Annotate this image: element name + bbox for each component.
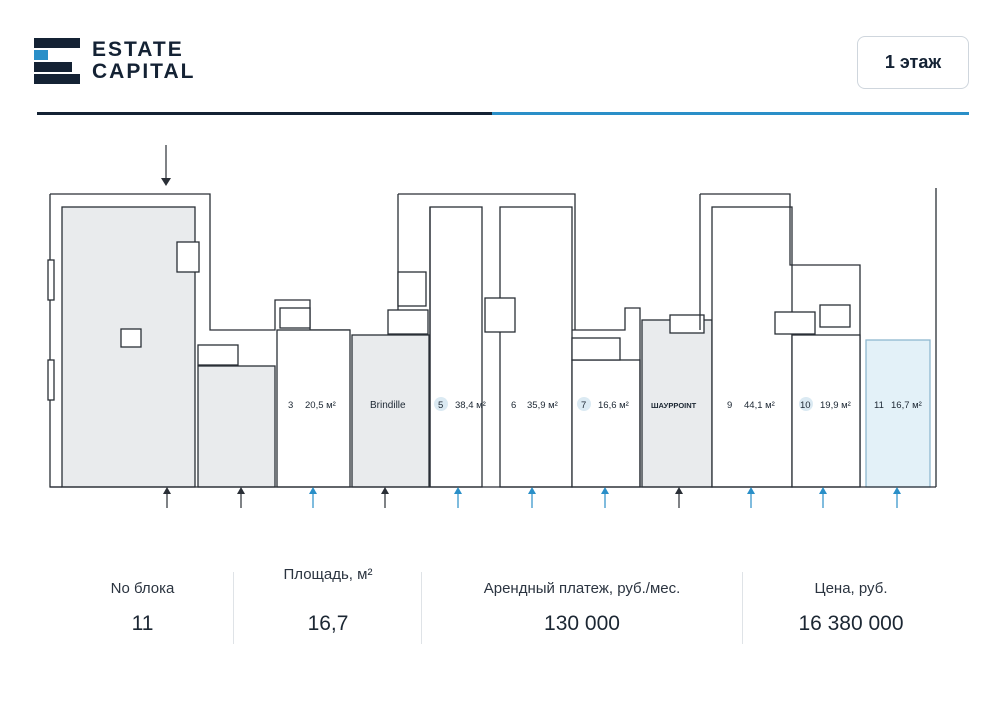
unit-5[interactable]	[429, 206, 483, 488]
entry-arrow-top-head	[161, 178, 171, 186]
wc-shaurpoint	[669, 314, 705, 334]
stat-price-value: 16 380 000	[798, 612, 904, 635]
stat-price-label: Цена, руб.	[814, 580, 888, 597]
unit-3[interactable]	[276, 329, 351, 488]
wall-unit-7	[572, 307, 641, 487]
unit-7[interactable]	[571, 359, 641, 488]
unit-10-badge	[799, 397, 813, 411]
stat-separator-2	[421, 572, 422, 644]
window-left-2	[47, 359, 55, 401]
stat-separator-1	[233, 572, 234, 644]
stat-area-label: Площадь, м²	[283, 566, 373, 583]
unit-9[interactable]	[711, 206, 793, 488]
unit-11-num: 11	[874, 400, 884, 411]
unit-10-num: 10	[800, 400, 811, 411]
pillar-hall	[120, 328, 142, 348]
unit-9-num: 9	[727, 400, 732, 411]
unit-10[interactable]	[791, 334, 861, 488]
brand-line-1: ESTATE	[92, 38, 184, 61]
wc-unit-5	[397, 271, 427, 307]
window-left-1	[47, 259, 55, 301]
unit-11[interactable]	[865, 339, 931, 488]
brand-logo: ESTATE CAPITAL	[34, 38, 195, 84]
stat-price: Цена, руб. 16 380 000	[744, 560, 958, 650]
unit-6-num: 6	[511, 400, 516, 411]
header-divider-accent	[492, 112, 969, 115]
stat-rent-value: 130 000	[544, 612, 620, 635]
stat-rent: Арендный платеж, руб./мес. 130 000	[423, 560, 741, 650]
entry-arrows-bottom	[163, 487, 901, 508]
stat-area: Площадь, м² 16,7	[235, 560, 421, 650]
wc-brindille	[387, 309, 429, 335]
unit-3-num: 3	[288, 400, 293, 411]
unit-3-area: 20,5 м²	[305, 400, 336, 411]
wc-unit-6	[484, 297, 516, 333]
stat-rent-label: Арендный платеж, руб./мес.	[483, 580, 681, 597]
logo-mark-icon	[34, 38, 82, 84]
wc-unit-2	[197, 344, 239, 366]
wc-hall	[176, 241, 200, 273]
wc-unit-7	[571, 337, 621, 361]
unit-6-area: 35,9 м²	[527, 400, 558, 411]
unit-stats: No блока 11 Площадь, м² 16,7 Арендный пл…	[55, 560, 955, 650]
stat-separator-3	[742, 572, 743, 644]
floor-select-button[interactable]: 1 этаж	[857, 36, 969, 89]
wc-unit-3	[279, 307, 311, 329]
unit-10-area: 19,9 м²	[820, 400, 851, 411]
stat-area-value: 16,7	[307, 612, 349, 635]
unit-5-badge	[434, 397, 448, 411]
unit-5-area: 38,4 м²	[455, 400, 486, 411]
stat-block-value: 11	[131, 612, 154, 635]
unit-2[interactable]	[197, 365, 276, 488]
unit-11-area: 16,7 м²	[891, 400, 922, 411]
unit-7-badge	[577, 397, 591, 411]
stat-block: No блока 11	[55, 560, 230, 650]
brand-name: ESTATE CAPITAL	[92, 39, 195, 83]
unit-5-num: 5	[438, 400, 443, 411]
unit-shaurpoint-name: ШАУРPOINT	[651, 401, 697, 410]
wc-unit-10	[774, 311, 816, 335]
unit-7-num: 7	[581, 400, 586, 411]
header-divider-dark	[37, 112, 492, 115]
unit-brindille-name: Brindille	[370, 400, 406, 411]
unit-9-area: 44,1 м²	[744, 400, 775, 411]
floor-plan: 3 20,5 м² Brindille 5 38,4 м² 6 35,9 м² …	[47, 145, 937, 508]
wc-unit-10b	[819, 304, 851, 328]
unit-6[interactable]	[499, 206, 573, 488]
brand-line-2: CAPITAL	[92, 60, 196, 83]
stat-block-label: No блока	[110, 580, 175, 597]
unit-7-area: 16,6 м²	[598, 400, 629, 411]
unit-brindille[interactable]	[351, 334, 430, 488]
